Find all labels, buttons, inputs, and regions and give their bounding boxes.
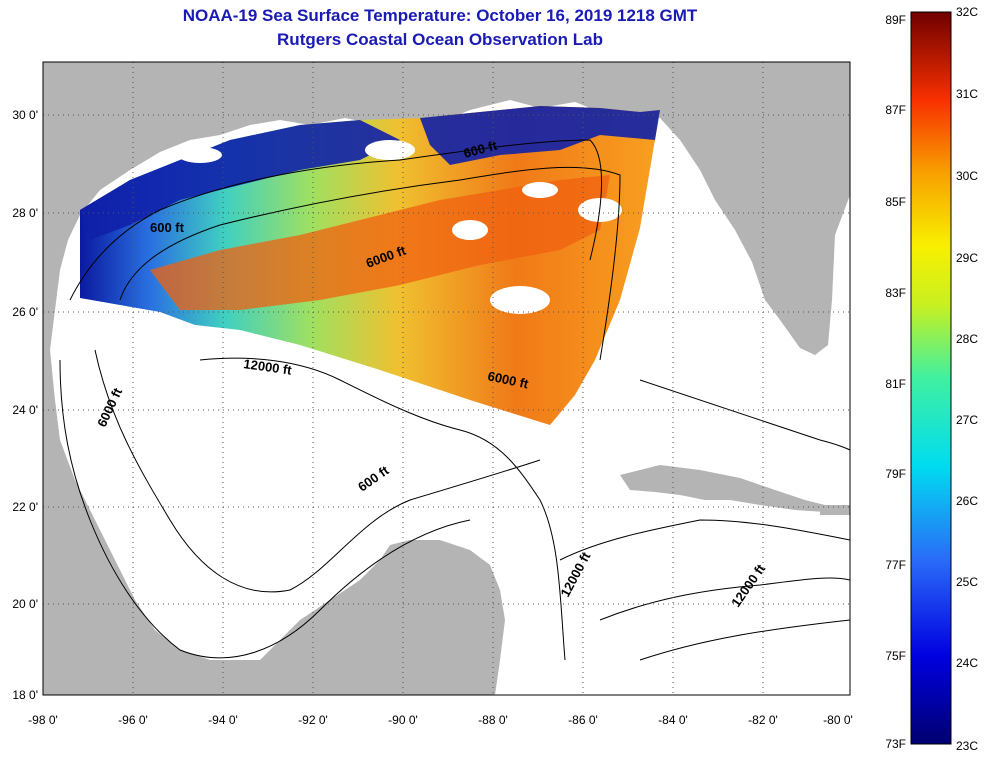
colorbar-fahrenheit-label: 77F	[885, 558, 906, 572]
colorbar-fahrenheit-label: 73F	[885, 737, 906, 751]
contour-label: 12000 ft	[243, 356, 294, 378]
lat-tick-label: 20 0'	[12, 597, 38, 611]
colorbar-celsius-label: 32C	[956, 5, 978, 19]
colorbar-fahrenheit-label: 79F	[885, 467, 906, 481]
colorbar-fahrenheit-label: 81F	[885, 377, 906, 391]
lat-tick-label: 30 0'	[12, 108, 38, 122]
colorbar-fahrenheit-label: 87F	[885, 103, 906, 117]
lon-tick-label: -88 0'	[478, 713, 508, 727]
lon-tick-label: -98 0'	[28, 713, 58, 727]
colorbar-celsius-label: 29C	[956, 251, 978, 265]
lon-tick-label: -84 0'	[658, 713, 688, 727]
lat-tick-label: 18 0'	[12, 688, 38, 702]
colorbar-celsius-label: 25C	[956, 575, 978, 589]
land-cuba	[620, 465, 825, 512]
colorbar-fahrenheit-label: 85F	[885, 195, 906, 209]
map-title: NOAA-19 Sea Surface Temperature: October…	[182, 6, 698, 25]
colorbar-celsius-label: 28C	[956, 332, 978, 346]
colorbar-celsius-label: 27C	[956, 413, 978, 427]
lon-tick-label: -92 0'	[298, 713, 328, 727]
map-frame	[42, 61, 851, 696]
lat-tick-label: 26 0'	[12, 305, 38, 319]
lon-tick-label: -94 0'	[208, 713, 238, 727]
lat-tick-label: 24 0'	[12, 403, 38, 417]
colorbar-celsius-label: 30C	[956, 169, 978, 183]
lon-tick-label: -82 0'	[748, 713, 778, 727]
lat-tick-label: 22 0'	[12, 500, 38, 514]
lon-tick-label: -80 0'	[823, 713, 853, 727]
lon-tick-label: -96 0'	[118, 713, 148, 727]
colorbar-celsius-label: 31C	[956, 87, 978, 101]
colorbar-celsius-label: 23C	[956, 739, 978, 753]
colorbar-fahrenheit-label: 83F	[885, 286, 906, 300]
lat-lon-grid	[43, 62, 850, 695]
lat-tick-label: 28 0'	[12, 206, 38, 220]
map-subtitle: Rutgers Coastal Ocean Observation Lab	[277, 30, 603, 49]
lon-tick-label: -86 0'	[568, 713, 598, 727]
colorbar-celsius-label: 24C	[956, 656, 978, 670]
colorbar-celsius-label: 26C	[956, 494, 978, 508]
temperature-colorbar	[910, 11, 952, 745]
lon-tick-label: -90 0'	[388, 713, 418, 727]
contour-label: 600 ft	[150, 220, 185, 235]
colorbar-fahrenheit-label: 89F	[885, 13, 906, 27]
bathymetry-contours	[59, 139, 850, 661]
land-north-america	[43, 62, 850, 695]
colorbar-fahrenheit-label: 75F	[885, 649, 906, 663]
